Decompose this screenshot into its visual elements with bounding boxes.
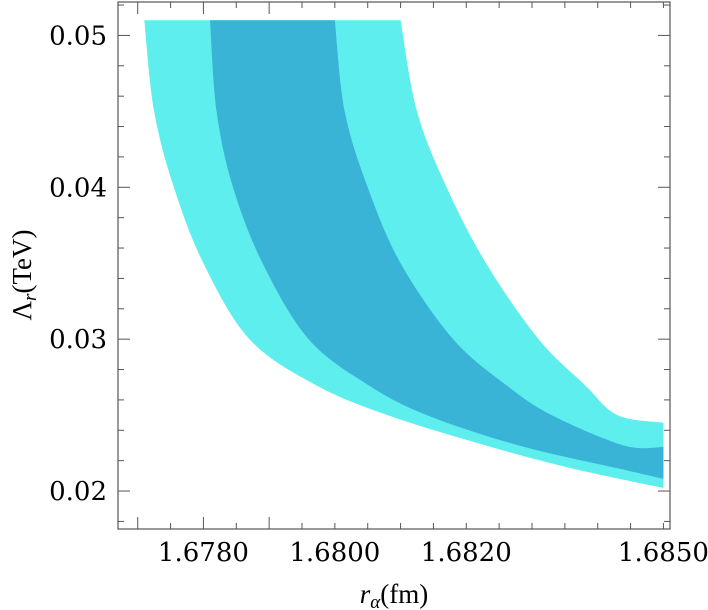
y-tick-label: 0.04	[49, 173, 107, 203]
tick-labels: 1.6780 1.6800 1.6820 1.6850 0.02 0.03 0.04 0.05	[49, 21, 708, 568]
x-tick-label: 1.6820	[421, 538, 512, 568]
y-tick-label: 0.05	[49, 21, 107, 51]
x-tick-label: 1.6850	[618, 538, 708, 568]
x-tick-label: 1.6800	[289, 538, 380, 568]
axis-ticks	[118, 2, 670, 529]
plot-frame	[117, 1, 671, 530]
inner-confidence-band	[210, 20, 664, 479]
confidence-bands	[144, 20, 664, 488]
x-tick-label: 1.6780	[158, 538, 249, 568]
x-axis-label: rα(fm)	[360, 579, 428, 610]
y-tick-label: 0.02	[49, 477, 107, 507]
y-axis-label: Λr(TeV)	[7, 229, 41, 320]
y-tick-label: 0.03	[49, 325, 107, 355]
